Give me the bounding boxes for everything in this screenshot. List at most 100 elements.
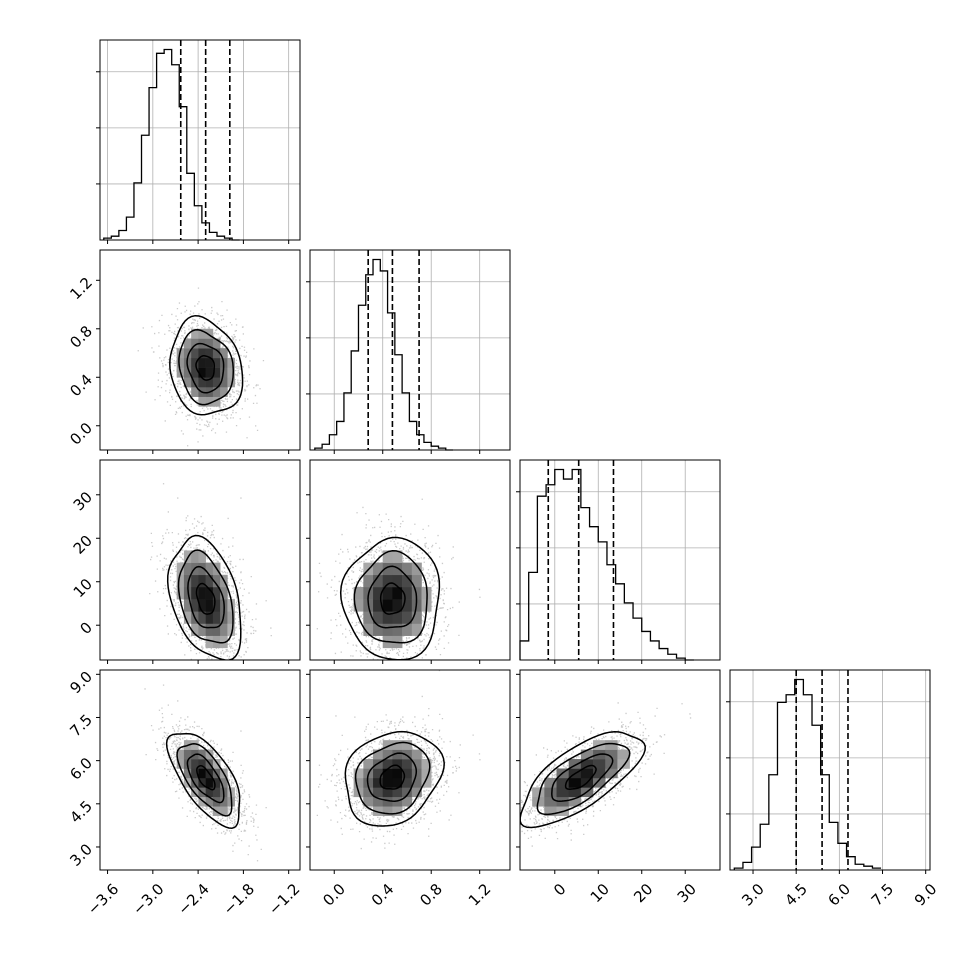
density-cell [191,328,199,339]
density-cell [191,777,199,788]
density-cell [212,623,221,636]
density-cell [191,348,199,359]
density-cell [568,787,582,798]
density-cell [402,586,413,600]
density-cell [411,574,422,588]
density-cell [353,777,364,788]
density-cell [402,749,413,760]
density-cell [392,759,403,769]
density-cell [205,635,214,649]
density-cell [382,796,393,807]
density-cell [373,611,384,624]
density-cell [198,611,206,624]
density-cell [205,396,214,407]
density-cell [411,749,422,760]
contour-line [196,764,216,791]
density-cell [402,759,413,769]
density-cell [198,328,206,339]
density-cell [198,759,206,769]
density-cell [220,586,228,600]
density-cell [544,806,557,816]
density-cell [212,574,221,588]
contour-line [186,753,225,804]
density-cell [183,611,192,624]
density-cell [198,623,206,636]
density-cell [593,759,606,769]
density-cell [227,357,235,368]
panel-frame [309,459,511,661]
density-cell [198,377,206,388]
contour-line [344,730,445,827]
panel-frame [99,669,301,871]
density-cell [373,574,384,588]
density-cell [373,586,384,600]
density-cell [363,796,374,807]
density-cell [402,796,413,807]
contour-line [178,329,235,406]
panel-content [144,684,267,862]
density-cell [382,611,393,624]
contour-line [379,582,406,615]
density-cell [532,787,545,798]
density-cell [212,357,221,368]
density-cell [183,348,192,359]
density-cell [373,749,384,760]
panel-content [520,702,692,847]
density-cell [198,768,206,779]
panel-content [149,483,272,660]
density-cell [382,768,393,779]
density-cell [176,759,185,769]
hist-step [733,678,882,870]
density-cell [382,806,393,816]
density-cell [220,796,228,807]
density-cell [382,740,393,750]
density-cell [373,806,384,816]
density-cell [402,611,413,624]
contour-line [186,342,225,394]
density-cell [198,562,206,576]
density-cell [411,777,422,788]
contour-line [195,355,216,381]
density-cell [205,787,214,798]
contour-line [353,550,428,644]
density-cell [402,777,413,788]
density-cell [205,367,214,378]
density-cell [580,749,594,760]
contour-line [354,741,431,815]
panel-frame [99,249,301,451]
joint-panel-p1-p2 [306,459,511,664]
density-cell [191,574,199,588]
density-cell [176,562,185,576]
density-cell [183,768,192,779]
contour-line [177,549,234,644]
panel-frame [519,669,721,871]
hist-panel-p1 [306,249,511,454]
density-cell [198,357,206,368]
density-cell [392,574,403,588]
density-cell [382,599,393,612]
density-cell [205,328,214,339]
density-cell [402,768,413,779]
hist-step [314,258,454,451]
density-cell [382,586,393,600]
contour-line [195,582,216,615]
density-cell [183,574,192,588]
density-cell [363,759,374,769]
density-cell [382,562,393,576]
hist-panel-p0 [96,39,301,244]
density-cell [363,787,374,798]
density-cell [373,796,384,807]
density-cell [421,768,432,779]
density-cell [593,768,606,779]
density-cell [205,777,214,788]
density-cell [411,623,422,636]
hist-step [103,48,240,241]
contour-line [367,565,418,629]
density-cell [176,357,185,368]
density-cell [382,550,393,563]
panel-content [137,287,265,447]
density-cell [392,623,403,636]
density-cell [191,377,199,388]
density-cell [198,796,206,807]
density-cell [191,550,199,563]
